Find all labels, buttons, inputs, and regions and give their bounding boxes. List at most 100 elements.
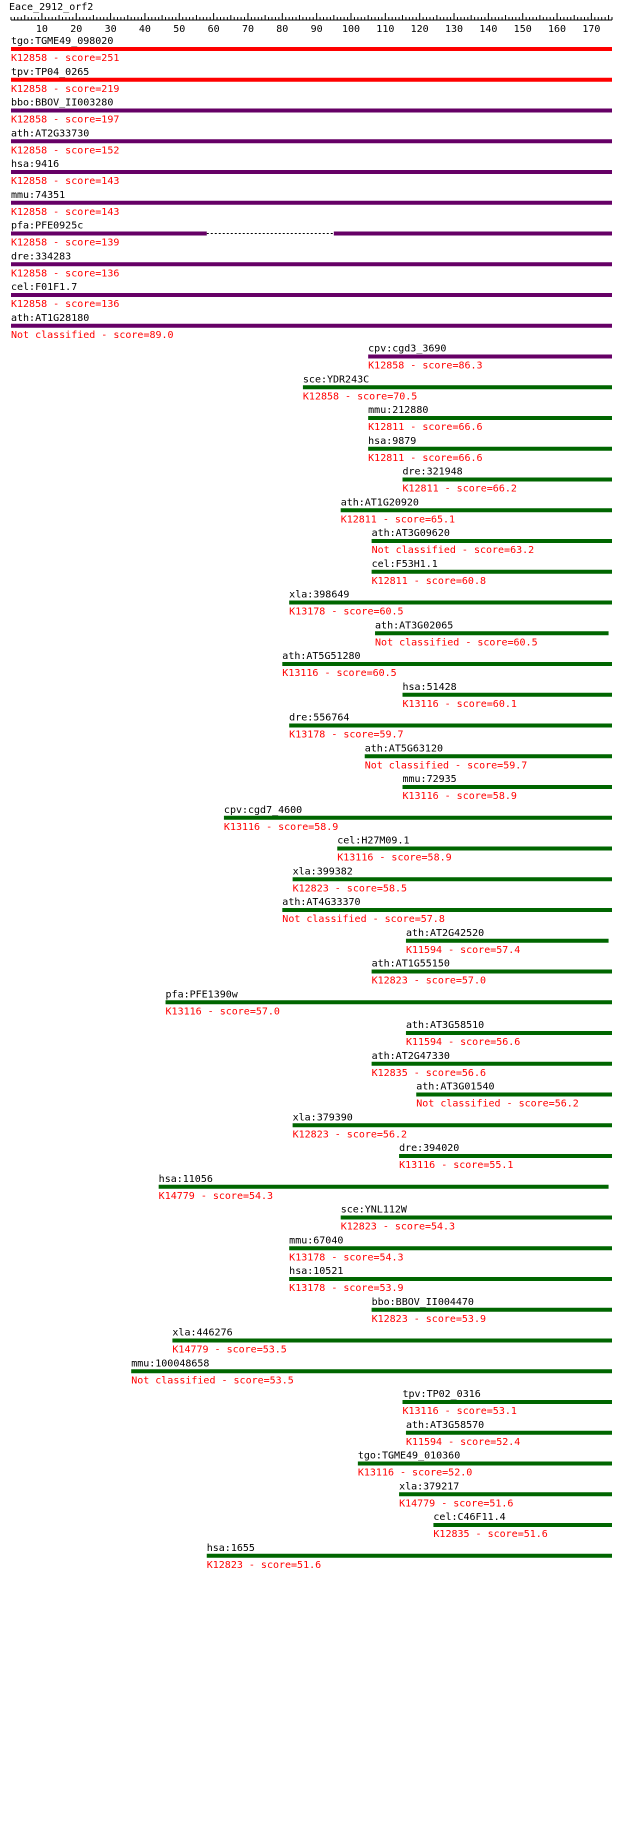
hit-gene-label: xla:379390: [293, 1112, 353, 1123]
hit-annotation: K11594 - score=52.4: [406, 1437, 520, 1448]
hit-gene-label: hsa:9879: [368, 436, 416, 447]
hit-row: cel:F01F1.7 K12858 - score=136: [11, 282, 612, 310]
hit-annotation: Not classified - score=56.2: [416, 1099, 579, 1110]
hit-row: dre:334283 K12858 - score=136: [11, 251, 612, 279]
hit-row: ath:AT3G09620 Not classified - score=63.2: [371, 528, 612, 556]
hit-gene-label: dre:394020: [399, 1143, 459, 1154]
hit-row: sce:YDR243C K12858 - score=70.5: [302, 374, 612, 402]
hit-row: cel:H27M09.1 K13116 - score=58.9: [337, 836, 612, 864]
hit-row: ath:AT3G01540 Not classified - score=56.2: [416, 1082, 612, 1110]
hit-annotation: K12823 - score=58.5: [293, 883, 407, 894]
hit-annotation: K12811 - score=66.6: [368, 453, 482, 464]
hit-bar: [368, 446, 612, 451]
hit-bar: [158, 1184, 609, 1189]
hit-annotation: K13116 - score=53.1: [403, 1406, 517, 1417]
hit-bar: [337, 846, 612, 851]
hit-annotation: K12858 - score=251: [11, 53, 119, 64]
hit-bar: [399, 1154, 612, 1158]
hit-bar: [371, 1061, 612, 1066]
hit-bar: [11, 108, 612, 113]
hit-bar: [292, 1123, 612, 1128]
hit-bar: [416, 1092, 612, 1097]
hit-annotation: K12858 - score=219: [11, 84, 119, 95]
hit-row: xla:379390 K12823 - score=56.2: [292, 1112, 612, 1140]
hit-annotation: K12823 - score=51.6: [207, 1560, 321, 1571]
hit-bar: [402, 692, 612, 697]
hit-annotation: K13116 - score=55.1: [399, 1160, 513, 1171]
hit-row: ath:AT2G47330 K12835 - score=56.6: [371, 1051, 612, 1079]
hit-row: xla:399382 K12823 - score=58.5: [292, 866, 612, 894]
hit-annotation: K13116 - score=58.9: [403, 791, 517, 802]
hit-row: mmu:74351 K12858 - score=143: [11, 190, 612, 218]
axis-tick-label: 70: [242, 24, 254, 35]
hit-bar: [375, 631, 609, 636]
hit-row: ath:AT4G33370 Not classified - score=57.8: [282, 897, 612, 925]
axis-tick-label: 90: [311, 24, 323, 35]
hit-annotation: K13116 - score=58.9: [224, 822, 338, 833]
hit-annotation: K12835 - score=51.6: [433, 1529, 547, 1540]
axis-tick-label: 170: [582, 24, 600, 35]
hit-gene-label: ath:AT3G02065: [375, 620, 453, 631]
axis-tick-label: 60: [208, 24, 220, 35]
hit-bar: [11, 293, 612, 297]
hit-annotation: K14779 - score=54.3: [159, 1191, 273, 1202]
hit-row: ath:AT5G63120 Not classified - score=59.7: [364, 743, 612, 771]
hit-gene-label: xla:398649: [289, 590, 349, 601]
axis-tick-label: 30: [105, 24, 117, 35]
hit-row: hsa:1655 K12823 - score=51.6: [206, 1543, 613, 1571]
hit-annotation: K12858 - score=197: [11, 115, 119, 126]
hit-row: pfa:PFE1390w K13116 - score=57.0: [165, 989, 613, 1017]
hit-row: dre:556764 K13178 - score=59.7: [289, 713, 612, 741]
hit-gene-label: ath:AT2G47330: [372, 1051, 450, 1062]
hit-row: hsa:51428 K13116 - score=60.1: [402, 682, 612, 710]
hit-row: mmu:72935 K13116 - score=58.9: [402, 774, 612, 802]
hit-row: cel:C46F11.4 K12835 - score=51.6: [433, 1512, 612, 1540]
hit-annotation: K14779 - score=51.6: [399, 1498, 513, 1509]
hit-annotation: K13116 - score=60.1: [403, 699, 517, 710]
hit-bar: [371, 969, 612, 974]
hit-row: bbo:BBOV_II004470 K12823 - score=53.9: [371, 1297, 612, 1325]
hit-annotation: K12823 - score=53.9: [372, 1314, 486, 1325]
hit-bar: [223, 815, 612, 820]
hit-annotation: Not classified - score=53.5: [131, 1375, 294, 1386]
hit-annotation: K12858 - score=143: [11, 207, 119, 218]
axis-tick-label: 110: [376, 24, 394, 35]
hit-annotation: K12823 - score=57.0: [372, 976, 486, 987]
hit-row: ath:AT3G02065 Not classified - score=60.5: [375, 620, 609, 648]
hit-gene-label: hsa:10521: [289, 1266, 343, 1277]
hit-bar: [292, 877, 612, 882]
hit-gene-label: ath:AT2G42520: [406, 928, 484, 939]
hit-row: ath:AT3G58510 K11594 - score=56.6: [405, 1020, 612, 1048]
hit-bar: [371, 1307, 612, 1312]
hit-bar: [402, 477, 612, 482]
hit-bar: [405, 938, 609, 943]
hit-gene-label: cel:C46F11.4: [433, 1512, 505, 1523]
hit-bar: [289, 600, 612, 605]
hit-row: pfa:PFE0925c K12858 - score=139: [11, 221, 612, 249]
hit-gene-label: dre:321948: [403, 467, 463, 478]
hit-annotation: K12858 - score=139: [11, 238, 119, 249]
hit-gene-label: ath:AT3G58510: [406, 1020, 484, 1031]
hit-row: mmu:100048658 Not classified - score=53.5: [131, 1358, 612, 1386]
hit-row: tpv:TP04_0265 K12858 - score=219: [11, 67, 612, 95]
hit-annotation: K12811 - score=66.6: [368, 422, 482, 433]
hit-bar: [289, 1277, 612, 1281]
hit-gene-label: tpv:TP02_0316: [403, 1389, 481, 1400]
hit-gene-label: ath:AT1G20920: [341, 497, 419, 508]
hit-bar: [11, 139, 612, 144]
hit-row: sce:YNL112W K12823 - score=54.3: [340, 1205, 612, 1233]
hit-row: tgo:TGME49_098020 K12858 - score=251: [11, 36, 612, 64]
hit-bar: [333, 231, 612, 236]
hit-gene-label: cel:F01F1.7: [11, 282, 77, 293]
axis-tick-label: 10: [36, 24, 48, 35]
hit-gene-label: cpv:cgd3_3690: [368, 344, 446, 355]
hit-row: ath:AT2G33730 K12858 - score=152: [11, 128, 612, 156]
hit-row: mmu:67040 K13178 - score=54.3: [289, 1235, 612, 1263]
hit-bar: [340, 508, 612, 513]
axis-tick-label: 100: [342, 24, 360, 35]
hit-gene-label: tgo:TGME49_098020: [11, 36, 113, 47]
query-title: Eace_2912_orf2: [9, 2, 93, 13]
hit-bar: [357, 1461, 612, 1466]
hit-bar: [282, 908, 612, 912]
hit-annotation: K13116 - score=58.9: [337, 853, 451, 864]
